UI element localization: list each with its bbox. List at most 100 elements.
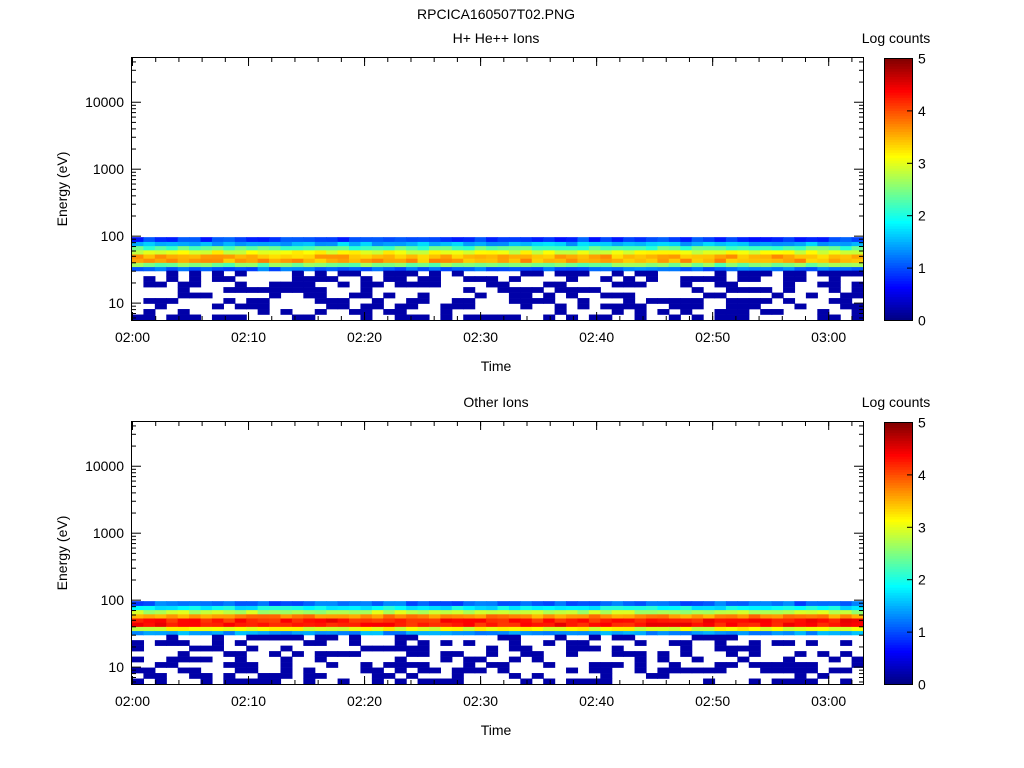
heatmap-cell (394, 678, 407, 685)
heatmap-cell (817, 613, 830, 619)
heatmap-cell (211, 303, 224, 310)
heatmap-cell (737, 656, 750, 663)
heatmap-cell (600, 609, 613, 615)
heatmap-cell (794, 651, 807, 657)
heatmap-cell (291, 609, 304, 615)
heatmap-cell (314, 626, 327, 632)
heatmap-cell (428, 613, 441, 619)
heatmap-cell (269, 622, 282, 627)
heatmap-cell (440, 237, 453, 242)
colorbar-swatch (884, 280, 912, 284)
heatmap-cell (154, 249, 167, 255)
heatmap-cell (771, 622, 784, 627)
heatmap-cell (451, 249, 464, 255)
heatmap-cell (406, 626, 419, 632)
heatmap-cell (349, 622, 362, 627)
heatmap-cell (269, 237, 282, 242)
heatmap-cell (748, 645, 761, 652)
heatmap-cell (417, 678, 430, 685)
heatmap-cell (783, 270, 796, 277)
colorbar-swatch (884, 230, 912, 235)
heatmap-cell (394, 634, 407, 641)
heatmap-cell (566, 678, 579, 685)
heatmap-cell (166, 662, 179, 668)
heatmap-cell (314, 609, 327, 615)
heatmap-cell (645, 237, 658, 242)
heatmap-cell (360, 287, 373, 293)
heatmap-cell (303, 237, 316, 242)
heatmap-cell (771, 309, 784, 315)
heatmap-cell (486, 645, 499, 652)
heatmap-cell (828, 605, 841, 611)
heatmap-cell (269, 258, 282, 263)
heatmap-cell (314, 241, 327, 247)
heatmap-cell (680, 281, 693, 288)
heatmap-cell (269, 281, 282, 288)
heatmap-cell (211, 630, 224, 636)
heatmap-cell (314, 262, 327, 268)
heatmap-cell (143, 667, 156, 674)
heatmap-cell (725, 258, 738, 263)
heatmap-cell (771, 613, 784, 619)
heatmap-cell (748, 609, 761, 615)
heatmap-cell (508, 622, 521, 627)
heatmap-cell (303, 630, 316, 636)
heatmap-cell (406, 262, 419, 268)
heatmap-cell (851, 249, 864, 255)
heatmap-cell (269, 245, 282, 251)
heatmap-cell (383, 270, 396, 277)
heatmap-cell (349, 262, 362, 268)
heatmap-cell (177, 309, 190, 315)
heatmap-cell (406, 673, 419, 679)
heatmap-cell (177, 241, 190, 247)
heatmap-cell (360, 601, 373, 606)
heatmap-cell (577, 613, 590, 619)
heatmap-cell (840, 667, 853, 674)
heatmap-cell (440, 609, 453, 615)
heatmap-cell (634, 605, 647, 611)
heatmap-cell (143, 245, 156, 251)
heatmap-cell (143, 673, 156, 679)
heatmap-cell (760, 626, 773, 632)
heatmap-cell (417, 241, 430, 247)
heatmap-cell (508, 617, 521, 623)
heatmap-cell (417, 314, 430, 321)
heatmap-cell (257, 266, 270, 272)
heatmap-cell (577, 622, 590, 627)
colorbar-swatch (884, 626, 912, 630)
heatmap-cell (680, 667, 693, 674)
heatmap-cell (680, 645, 693, 652)
heatmap-cell (840, 258, 853, 263)
colorbar-swatch (884, 94, 912, 98)
heatmap-cell (280, 249, 293, 255)
heatmap-cell (406, 298, 419, 304)
heatmap-cell (680, 237, 693, 242)
heatmap-cell (234, 253, 247, 259)
heatmap-cell (531, 270, 544, 277)
colorbar-tick-label: 5 (918, 415, 926, 431)
heatmap-cell (508, 673, 521, 679)
heatmap-cell (143, 281, 156, 288)
colorbar-swatch (884, 120, 912, 125)
heatmap-cell (634, 253, 647, 259)
heatmap-cell (451, 673, 464, 679)
heatmap-cell (805, 630, 818, 636)
heatmap-cell (406, 622, 419, 627)
heatmap-cell (668, 622, 681, 627)
heatmap-cell (394, 662, 407, 668)
heatmap-cell (725, 626, 738, 632)
heatmap-cell (257, 678, 270, 685)
heatmap-cell (189, 281, 202, 288)
heatmap-cell (314, 622, 327, 627)
colorbar-swatch (884, 115, 912, 119)
heatmap-cell (428, 617, 441, 623)
heatmap-cell (554, 270, 567, 277)
colorbar-swatch (884, 495, 912, 499)
heatmap-cell (623, 634, 636, 641)
heatmap-cell (291, 270, 304, 277)
heatmap-cell (668, 617, 681, 623)
heatmap-cell (223, 266, 236, 272)
heatmap-cell (623, 266, 636, 272)
heatmap-cell (543, 292, 556, 299)
colorbar-swatch (884, 301, 912, 305)
